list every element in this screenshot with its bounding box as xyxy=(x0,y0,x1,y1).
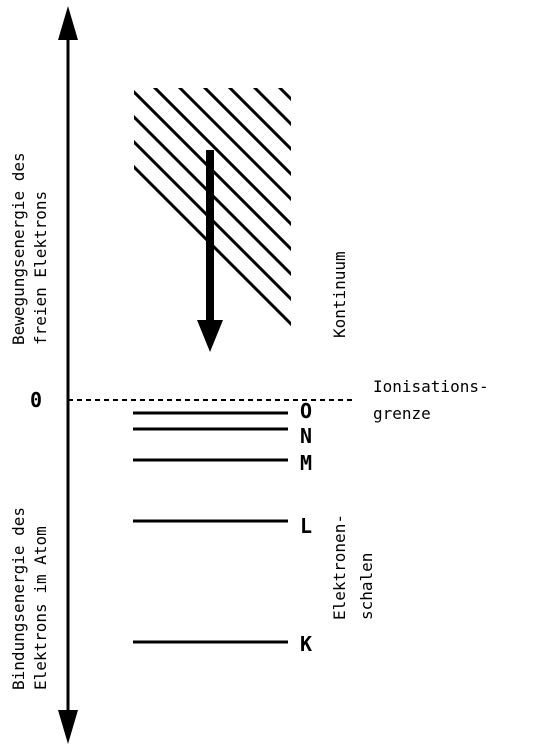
hatch-line xyxy=(134,88,291,399)
lower-axis-label-line1: Bindungsenergie des xyxy=(9,507,28,690)
hatch-line xyxy=(134,88,291,399)
ionisation-label-line2: grenze xyxy=(373,404,431,423)
axis-arrow-up-icon xyxy=(58,6,78,40)
hatch-line xyxy=(134,88,291,399)
hatch-line xyxy=(134,88,291,399)
transition-arrow xyxy=(197,150,223,352)
hatch-line xyxy=(134,88,291,399)
hatch-line xyxy=(134,88,291,399)
hatch-line xyxy=(134,88,291,399)
continuum-hatching xyxy=(134,88,291,399)
shell-label-M: M xyxy=(300,451,312,475)
hatch-line xyxy=(134,88,291,399)
shell-label-K: K xyxy=(300,632,312,656)
upper-axis-label-line2: freien Elektrons xyxy=(31,191,50,345)
hatch-line xyxy=(134,88,291,399)
hatch-line xyxy=(134,88,291,399)
shells-group-label-line2: schalen xyxy=(357,553,376,620)
hatch-line xyxy=(134,88,291,399)
axis-arrow-down-icon xyxy=(58,710,78,744)
shell-label-O: O xyxy=(300,399,312,423)
shell-label-N: N xyxy=(300,424,312,448)
hatch-line xyxy=(178,88,291,399)
hatch-line xyxy=(134,88,291,399)
hatch-line xyxy=(203,88,291,399)
lower-axis-label-line2: Elektrons im Atom xyxy=(31,526,50,690)
hatch-line xyxy=(134,88,291,399)
continuum-label: Kontinuum xyxy=(330,251,349,338)
transition-arrow-head-icon xyxy=(197,320,223,352)
ionisation-label-line1: Ionisations- xyxy=(373,377,489,396)
hatch-line xyxy=(134,88,291,399)
shells-group-label-line1: Elektronen- xyxy=(330,514,349,620)
hatch-line xyxy=(134,88,291,399)
zero-label: 0 xyxy=(30,388,42,412)
upper-axis-label-line1: Bewegungsenergie des xyxy=(9,152,28,345)
hatch-line xyxy=(134,88,291,399)
energy-axis xyxy=(58,6,78,744)
shell-label-L: L xyxy=(300,514,312,538)
